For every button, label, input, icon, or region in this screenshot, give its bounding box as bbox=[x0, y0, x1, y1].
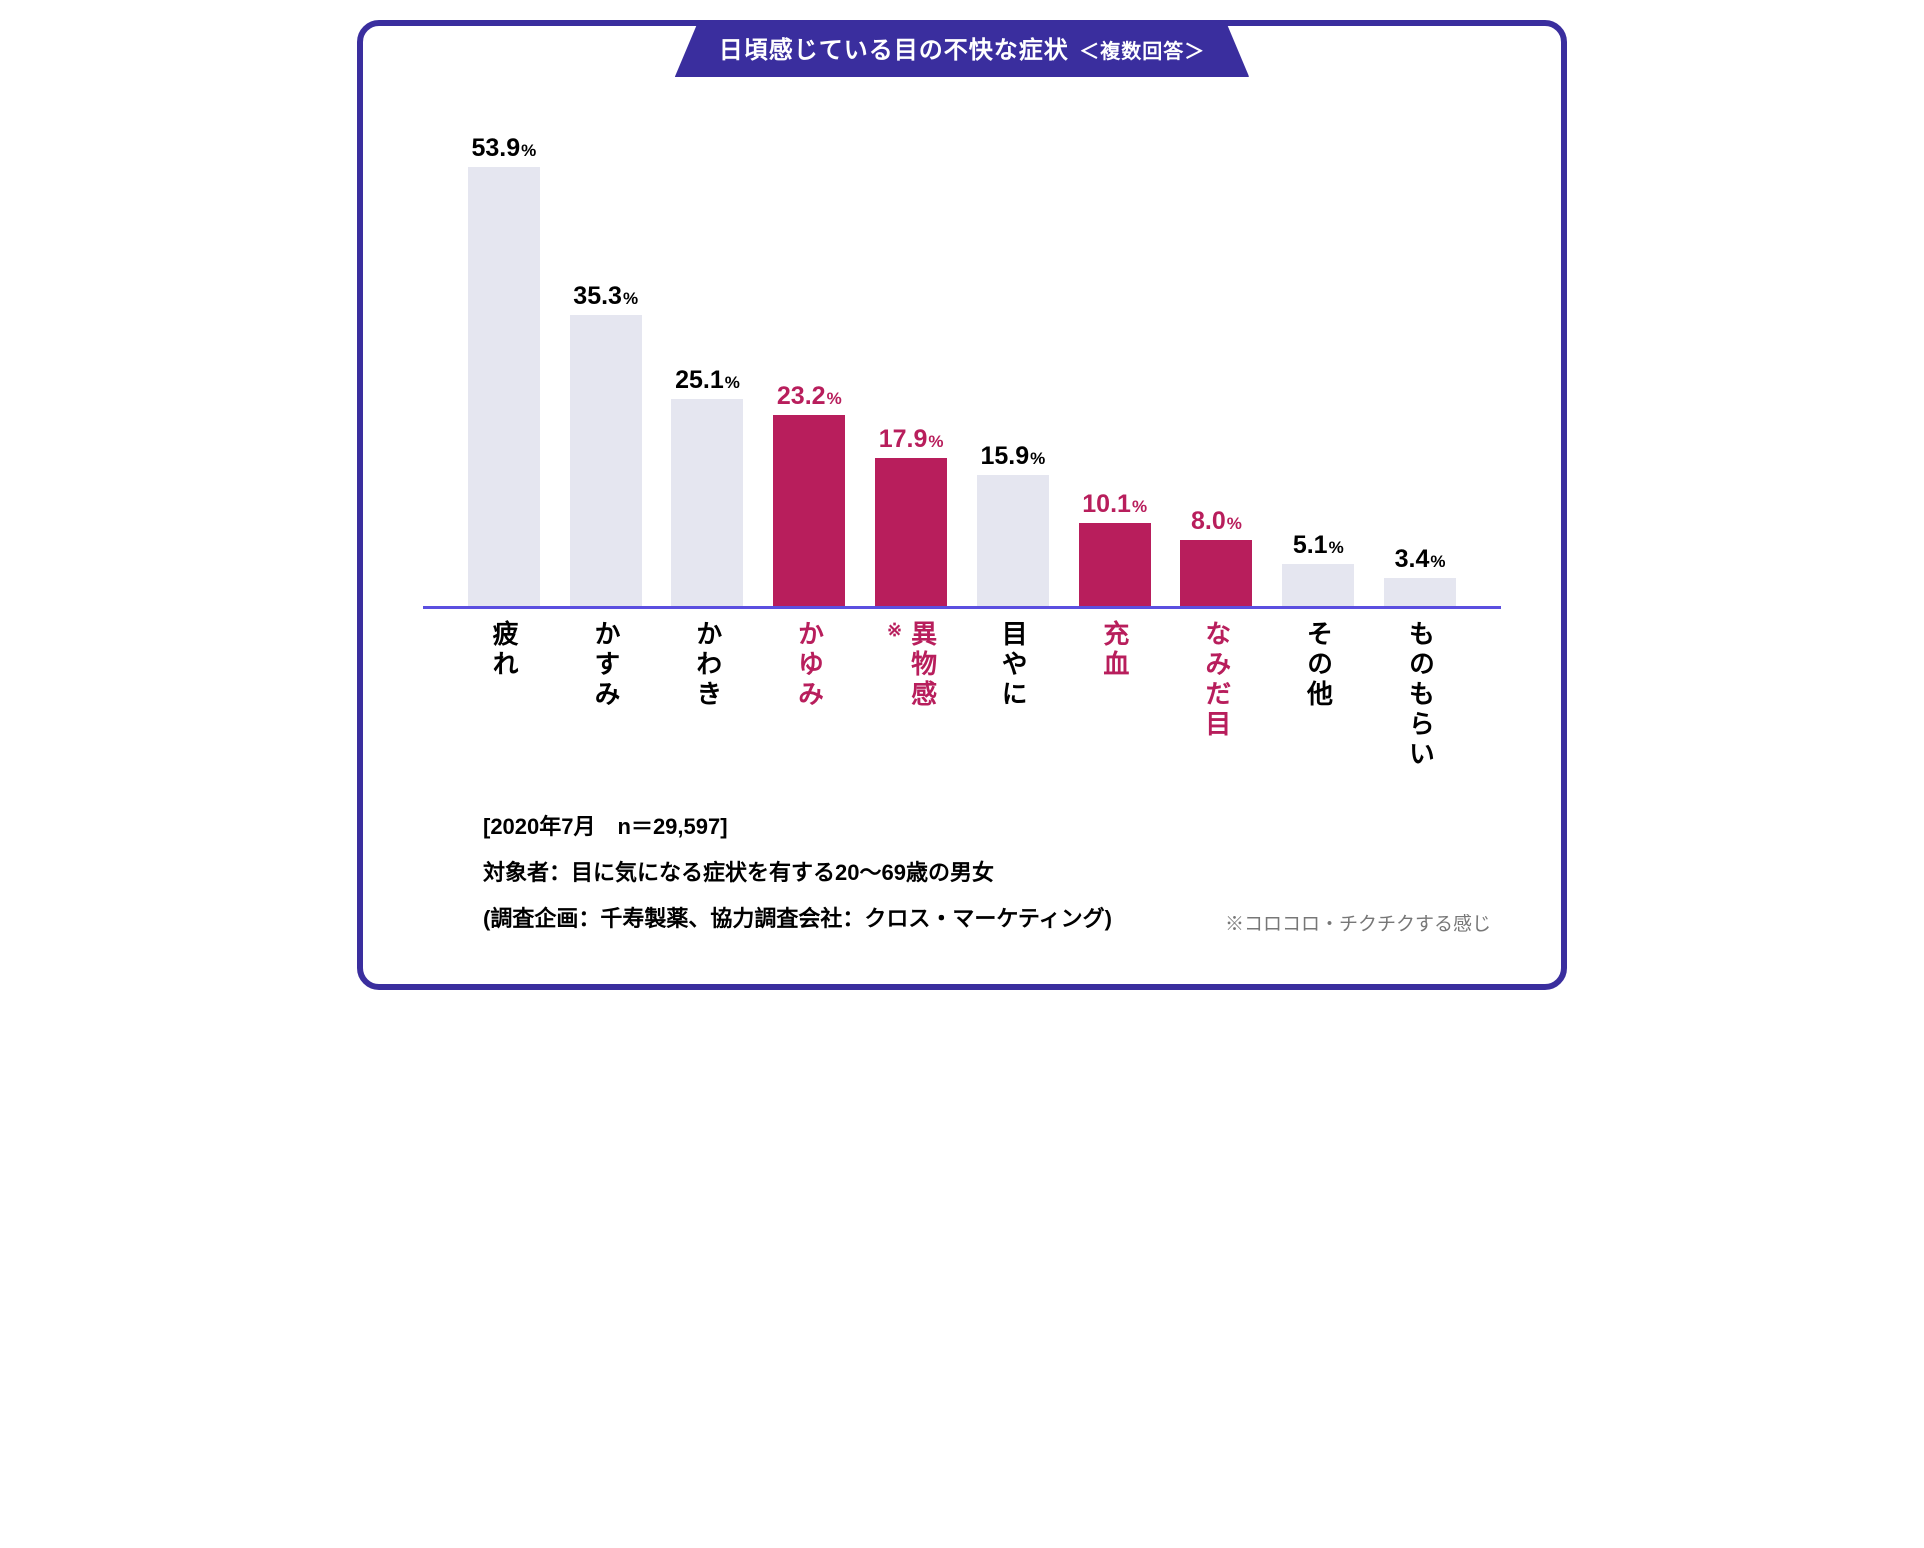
label-col: なみだ目 bbox=[1166, 620, 1268, 770]
footnote: ※コロコロ・チクチクする感じ bbox=[1225, 909, 1491, 936]
bar-col: 15.9% bbox=[962, 136, 1064, 606]
bar-value: 53.9% bbox=[472, 136, 537, 161]
bar-value-number: 3.4 bbox=[1395, 545, 1430, 573]
label-col: かわき bbox=[657, 620, 759, 770]
bar-col: 8.0% bbox=[1166, 136, 1268, 606]
label-col: 疲れ bbox=[453, 620, 555, 770]
title-main: 日頃感じている目の不快な症状 bbox=[719, 37, 1069, 64]
bar-value-unit: % bbox=[1227, 514, 1242, 533]
bar-value-unit: % bbox=[623, 289, 638, 308]
label-col: 充血 bbox=[1064, 620, 1166, 770]
bar-value-unit: % bbox=[1430, 552, 1445, 571]
bar bbox=[773, 415, 845, 606]
bar-value-unit: % bbox=[521, 141, 536, 160]
bar-col: 3.4% bbox=[1369, 136, 1471, 606]
label-col: かゆみ bbox=[758, 620, 860, 770]
bar-value: 15.9% bbox=[980, 444, 1045, 469]
bar-value-number: 25.1 bbox=[675, 366, 724, 394]
bar bbox=[1384, 578, 1456, 606]
label-col: ものもらい bbox=[1369, 620, 1471, 770]
label-col: その他 bbox=[1267, 620, 1369, 770]
bar-value-unit: % bbox=[1030, 449, 1045, 468]
bar-value: 25.1% bbox=[675, 368, 740, 393]
bar-value-number: 15.9 bbox=[980, 442, 1029, 470]
footer-line-1: [2020年7月 n＝29,597] bbox=[483, 804, 1501, 850]
category-label: 目やに bbox=[997, 620, 1030, 770]
chart-card: 日頃感じている目の不快な症状 ＜複数回答＞ 53.9%35.3%25.1%23.… bbox=[357, 20, 1567, 990]
bar-value: 3.4% bbox=[1395, 547, 1446, 572]
bar-value-unit: % bbox=[827, 389, 842, 408]
category-label: ものもらい bbox=[1404, 620, 1437, 770]
bar-value-unit: % bbox=[725, 373, 740, 392]
bar bbox=[468, 167, 540, 606]
label-col: 異物感※ bbox=[860, 620, 962, 770]
bars-row: 53.9%35.3%25.1%23.2%17.9%15.9%10.1%8.0%5… bbox=[453, 136, 1471, 606]
bar-value-number: 17.9 bbox=[879, 425, 928, 453]
category-label: かゆみ bbox=[793, 620, 826, 770]
category-label: 疲れ bbox=[488, 620, 521, 770]
bar-chart: 53.9%35.3%25.1%23.2%17.9%15.9%10.1%8.0%5… bbox=[423, 136, 1501, 606]
title-sub: ＜複数回答＞ bbox=[1079, 41, 1205, 63]
bar-value: 10.1% bbox=[1082, 492, 1147, 517]
bar bbox=[1079, 523, 1151, 606]
bar-value-unit: % bbox=[1329, 538, 1344, 557]
title-badge: 日頃感じている目の不快な症状 ＜複数回答＞ bbox=[675, 20, 1249, 77]
bar bbox=[671, 399, 743, 606]
label-col: 目やに bbox=[962, 620, 1064, 770]
category-label: 異物感※ bbox=[884, 620, 939, 770]
bar-col: 23.2% bbox=[758, 136, 860, 606]
bar-value-unit: % bbox=[928, 432, 943, 451]
bar-value: 5.1% bbox=[1293, 533, 1344, 558]
x-axis-line bbox=[423, 606, 1501, 609]
category-label: かわき bbox=[691, 620, 724, 770]
bar-value: 35.3% bbox=[573, 284, 638, 309]
bar-col: 17.9% bbox=[860, 136, 962, 606]
bar-value-number: 23.2 bbox=[777, 382, 826, 410]
bar-value-number: 35.3 bbox=[573, 282, 622, 310]
category-label: かすみ bbox=[589, 620, 622, 770]
bar-value-number: 5.1 bbox=[1293, 531, 1328, 559]
category-label: その他 bbox=[1302, 620, 1335, 770]
bar-value-number: 10.1 bbox=[1082, 490, 1131, 518]
bar bbox=[1282, 564, 1354, 606]
bar-value: 17.9% bbox=[879, 427, 944, 452]
bar-col: 10.1% bbox=[1064, 136, 1166, 606]
category-label-note: ※ bbox=[884, 620, 907, 770]
bar bbox=[875, 458, 947, 606]
bar bbox=[977, 475, 1049, 606]
bar-value-number: 53.9 bbox=[472, 134, 521, 162]
bar bbox=[570, 315, 642, 606]
bar-col: 5.1% bbox=[1267, 136, 1369, 606]
bar-value-number: 8.0 bbox=[1191, 507, 1226, 535]
bar-value: 8.0% bbox=[1191, 509, 1242, 534]
bar-value-unit: % bbox=[1132, 497, 1147, 516]
bar bbox=[1180, 540, 1252, 606]
bar-col: 53.9% bbox=[453, 136, 555, 606]
footer-line-2: 対象者：目に気になる症状を有する20～69歳の男女 bbox=[483, 850, 1501, 896]
label-col: かすみ bbox=[555, 620, 657, 770]
category-label: 充血 bbox=[1098, 620, 1131, 770]
bar-value: 23.2% bbox=[777, 384, 842, 409]
bar-col: 35.3% bbox=[555, 136, 657, 606]
category-label: なみだ目 bbox=[1200, 620, 1233, 770]
labels-row: 疲れ かすみ かわき かゆみ 異物感※ 目やに 充血 なみだ目 その他 ものもらい bbox=[453, 620, 1471, 770]
bar-col: 25.1% bbox=[657, 136, 759, 606]
